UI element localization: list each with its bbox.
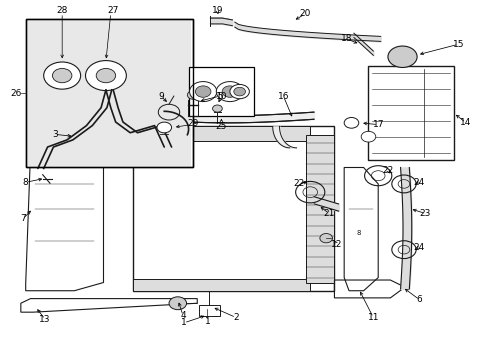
Circle shape — [189, 82, 216, 102]
Circle shape — [96, 68, 116, 83]
Bar — [132, 279, 309, 291]
Bar — [132, 126, 334, 291]
Text: 21: 21 — [323, 209, 334, 218]
Bar — [368, 66, 453, 160]
Bar — [26, 19, 193, 167]
Text: 19: 19 — [211, 6, 223, 15]
Circle shape — [222, 86, 237, 97]
Text: 11: 11 — [367, 313, 378, 322]
Text: 13: 13 — [40, 315, 51, 324]
Circle shape — [66, 137, 82, 149]
Text: 29: 29 — [187, 120, 199, 129]
Text: 27: 27 — [107, 6, 119, 15]
Circle shape — [319, 234, 332, 243]
Text: 7: 7 — [20, 214, 26, 223]
Circle shape — [52, 68, 72, 83]
Circle shape — [233, 87, 245, 96]
Text: 12: 12 — [330, 240, 342, 249]
Circle shape — [187, 91, 199, 99]
Text: 25: 25 — [215, 122, 226, 131]
Text: 3: 3 — [52, 130, 58, 139]
Text: 6: 6 — [416, 295, 422, 304]
Circle shape — [229, 85, 249, 99]
Text: 20: 20 — [299, 9, 310, 18]
Circle shape — [361, 131, 375, 142]
Circle shape — [195, 86, 210, 97]
Circle shape — [85, 60, 126, 91]
Text: 24: 24 — [412, 243, 423, 252]
Circle shape — [212, 105, 222, 112]
Text: 23: 23 — [419, 209, 430, 218]
Text: 8: 8 — [356, 230, 360, 236]
Bar — [188, 67, 254, 116]
Text: 5: 5 — [217, 91, 223, 100]
Text: 4: 4 — [180, 311, 185, 320]
Text: 24: 24 — [412, 177, 423, 186]
Text: 28: 28 — [56, 6, 68, 15]
Bar — [132, 126, 309, 141]
Text: 17: 17 — [372, 120, 383, 129]
Text: 16: 16 — [277, 91, 288, 100]
Bar — [26, 19, 193, 167]
Bar — [397, 57, 407, 66]
Text: 1: 1 — [204, 316, 210, 325]
Text: 26: 26 — [10, 89, 21, 98]
Text: 8: 8 — [23, 178, 28, 187]
Text: 14: 14 — [459, 118, 470, 127]
Circle shape — [169, 297, 186, 310]
Text: 9: 9 — [158, 91, 163, 100]
Text: 18: 18 — [340, 35, 352, 44]
Bar — [198, 305, 220, 316]
Circle shape — [157, 122, 171, 133]
Circle shape — [387, 46, 416, 67]
Text: 1: 1 — [181, 318, 186, 327]
Bar — [137, 138, 305, 279]
Text: 22: 22 — [382, 166, 393, 175]
Text: 15: 15 — [452, 40, 463, 49]
Circle shape — [344, 117, 358, 128]
Circle shape — [43, 62, 81, 89]
Bar — [28, 21, 191, 166]
Text: 2: 2 — [233, 313, 239, 322]
Circle shape — [216, 82, 243, 102]
Bar — [305, 135, 334, 283]
Text: 10: 10 — [215, 91, 227, 100]
Text: 22: 22 — [292, 179, 304, 188]
